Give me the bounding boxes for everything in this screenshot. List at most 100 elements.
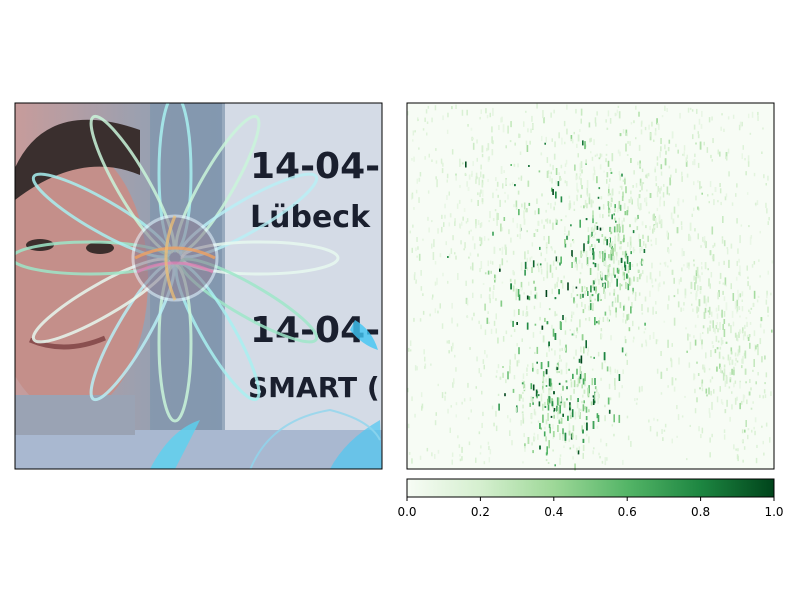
heatmap-cell (633, 170, 635, 175)
heatmap-cell (683, 151, 686, 157)
heatmap-cell (622, 271, 624, 277)
heatmap-cell (730, 243, 733, 249)
heatmap-cell (578, 376, 581, 384)
heatmap-cell (544, 401, 546, 407)
heatmap-cell (576, 368, 578, 375)
heatmap-cell (647, 307, 649, 313)
heatmap-cell (455, 255, 457, 260)
heatmap-cell (446, 195, 448, 200)
heatmap-cell (496, 218, 498, 226)
heatmap-cell (468, 256, 470, 259)
heatmap-cell (536, 396, 538, 399)
heatmap-cell (637, 161, 639, 166)
heatmap-cell (622, 275, 625, 280)
heatmap-cell (472, 161, 474, 167)
heatmap-cell (411, 396, 413, 402)
heatmap-cell (480, 164, 482, 170)
heatmap-cell (617, 269, 620, 274)
heatmap-cell (540, 252, 542, 257)
heatmap-cell (456, 323, 459, 327)
heatmap-cell (455, 104, 457, 110)
heatmap-cell (722, 282, 725, 285)
heatmap-cell (419, 172, 422, 177)
heatmap-cell (540, 393, 543, 402)
heatmap-cell (705, 298, 708, 307)
heatmap-cell (659, 196, 662, 200)
heatmap-cell (590, 151, 592, 154)
heatmap-cell (738, 306, 741, 311)
heatmap-cell (603, 285, 605, 294)
heatmap-cell (467, 124, 469, 127)
heatmap-cell (582, 404, 585, 412)
heatmap-cell (547, 413, 549, 421)
heatmap-cell (523, 292, 525, 295)
heatmap-cell (753, 172, 756, 177)
heatmap-cell (627, 313, 630, 320)
heatmap-cell (747, 428, 750, 431)
heatmap-cell (757, 111, 759, 116)
heatmap-cell (522, 461, 524, 464)
heatmap-cell (611, 214, 613, 220)
heatmap-cell (572, 311, 575, 315)
heatmap-cell (581, 400, 583, 404)
heatmap-cell (592, 229, 595, 233)
heatmap-cell (597, 351, 600, 357)
heatmap-cell (513, 309, 516, 317)
heatmap-cell (684, 288, 687, 296)
heatmap-cell (520, 175, 523, 179)
heatmap-cell (682, 153, 684, 156)
heatmap-cell (701, 110, 703, 117)
heatmap-cell (749, 379, 751, 383)
heatmap-cell (731, 391, 733, 394)
heatmap-cell (707, 296, 709, 303)
heatmap-cell (566, 128, 568, 135)
heatmap-cell (550, 415, 553, 418)
heatmap-cell (450, 248, 453, 254)
heatmap-cell (548, 235, 550, 244)
heatmap-cell (520, 262, 523, 271)
heatmap-cell (572, 425, 575, 432)
heatmap-cell (552, 328, 555, 337)
heatmap-cell (542, 388, 545, 394)
heatmap-cell (663, 184, 665, 187)
heatmap-cell (654, 132, 657, 136)
heatmap-cell (410, 193, 413, 200)
heatmap-cell (719, 346, 722, 350)
heatmap-cell (600, 196, 603, 200)
heatmap-cell (709, 325, 711, 332)
heatmap-cell (723, 296, 726, 301)
heatmap-cell (564, 347, 566, 351)
heatmap-cell (448, 253, 451, 259)
heatmap-cell (633, 120, 635, 124)
heatmap-cell (693, 335, 695, 339)
heatmap-cell (697, 207, 700, 211)
heatmap-cell (422, 128, 425, 131)
heatmap-cell (724, 196, 727, 201)
heatmap-cell (414, 413, 416, 418)
heatmap-cell (570, 243, 572, 248)
heatmap-cell (608, 409, 611, 414)
heatmap-cell (663, 262, 666, 265)
heatmap-cell (609, 243, 611, 248)
heatmap-cell (599, 153, 602, 158)
heatmap-cell (739, 403, 741, 410)
heatmap-cell (597, 263, 600, 271)
heatmap-cell (730, 347, 733, 352)
heatmap-cell (611, 189, 613, 198)
heatmap-cell (600, 271, 602, 280)
heatmap-cell (604, 291, 606, 299)
heatmap-cell (626, 415, 629, 419)
heatmap-cell (723, 368, 726, 377)
heatmap-cell (601, 460, 604, 464)
heatmap-cell (729, 372, 732, 376)
heatmap-cell (460, 240, 462, 245)
heatmap-cell (466, 181, 468, 187)
heatmap-cell (502, 366, 504, 368)
heatmap-cell (493, 320, 496, 326)
heatmap-cell (501, 227, 504, 232)
heatmap-cell (693, 159, 696, 166)
heatmap-cell (602, 282, 604, 287)
heatmap-cell (596, 272, 599, 281)
heatmap-cell (523, 218, 526, 225)
heatmap-cell (512, 388, 515, 393)
